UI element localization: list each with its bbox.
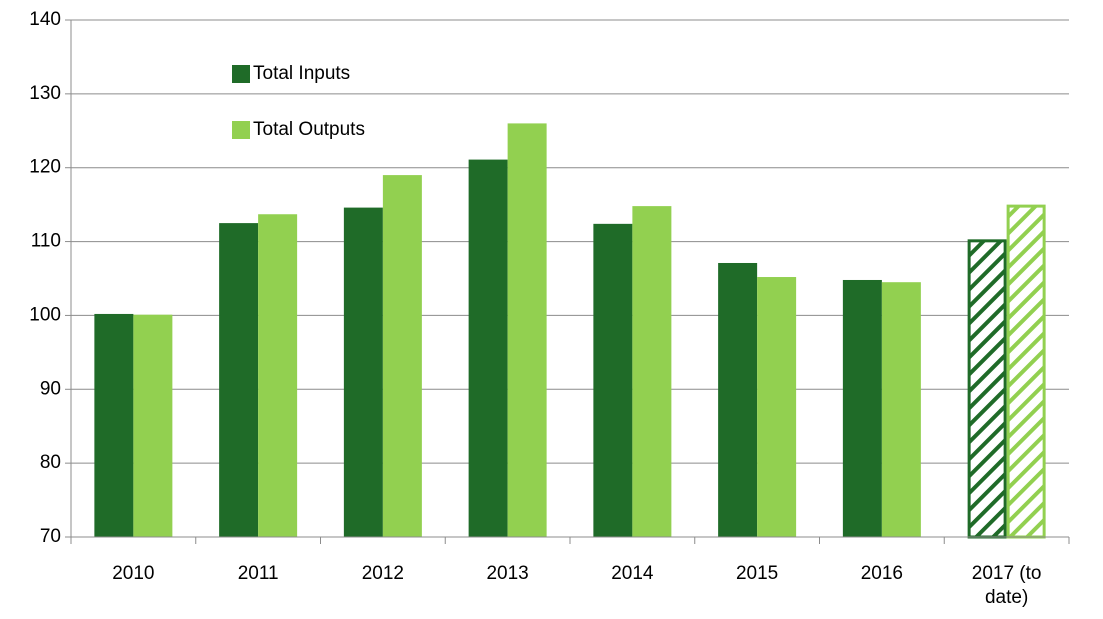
bar xyxy=(468,159,508,537)
x-tick-label: 2013 xyxy=(486,563,529,584)
x-tick-label: 2014 xyxy=(611,563,654,584)
x-tick-label: 2012 xyxy=(361,563,405,584)
bar xyxy=(967,239,1007,539)
bar xyxy=(842,279,882,537)
x-tick-label: 2011 xyxy=(237,563,279,584)
legend-swatch xyxy=(232,121,250,139)
bar xyxy=(881,282,921,537)
x-tick-label: 2017 (to date) xyxy=(971,563,1042,608)
y-tick-label: 110 xyxy=(31,231,61,252)
bar xyxy=(1006,204,1046,539)
y-tick-label: 90 xyxy=(40,378,61,399)
legend-swatch xyxy=(232,65,250,83)
y-tick-label: 80 xyxy=(40,452,61,473)
bar xyxy=(632,206,672,537)
y-tick-label: 140 xyxy=(29,9,61,30)
bar xyxy=(718,262,758,537)
y-tick-label: 120 xyxy=(29,157,61,178)
bar xyxy=(507,123,547,538)
bar xyxy=(382,175,422,537)
y-tick-label: 100 xyxy=(29,304,61,325)
y-tick-label: 130 xyxy=(29,83,61,104)
legend-label: Total Outputs xyxy=(253,119,365,140)
bar xyxy=(219,223,259,537)
bar xyxy=(258,214,298,537)
x-tick-label: 2015 xyxy=(735,563,779,584)
bar xyxy=(133,314,173,537)
y-tick-label: 70 xyxy=(40,526,61,547)
x-tick-label: 2010 xyxy=(112,563,155,584)
bar xyxy=(94,313,134,537)
bar xyxy=(593,223,633,538)
bar xyxy=(343,207,383,537)
legend-label: Total Inputs xyxy=(253,63,350,84)
bar xyxy=(757,277,797,537)
x-tick-label: 2016 xyxy=(860,563,904,584)
